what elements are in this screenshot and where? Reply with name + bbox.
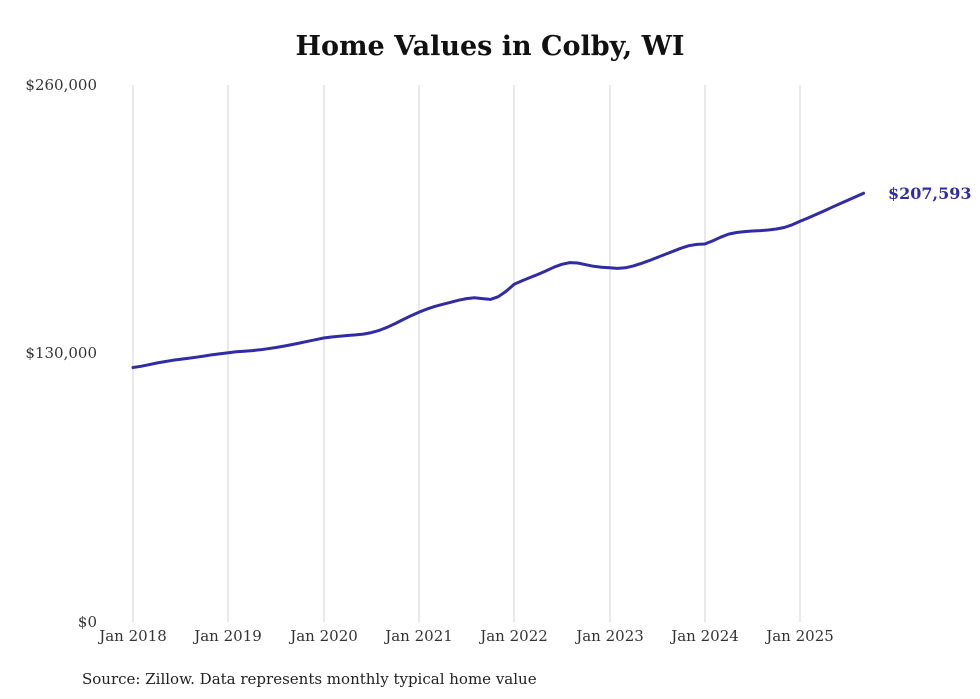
- x-tick-jan-2022: Jan 2022: [478, 627, 548, 645]
- y-tick-0: $0: [78, 613, 97, 631]
- x-tick-jan-2024: Jan 2024: [669, 627, 739, 645]
- x-tick-jan-2019: Jan 2019: [192, 627, 262, 645]
- x-tick-jan-2021: Jan 2021: [383, 627, 453, 645]
- latest-value-label: $207,593: [888, 184, 972, 203]
- source-note: Source: Zillow. Data represents monthly …: [82, 670, 537, 688]
- x-tick-jan-2018: Jan 2018: [97, 627, 167, 645]
- y-axis-labels: $260,000 $130,000 $0: [25, 76, 97, 631]
- y-tick-260000: $260,000: [25, 76, 97, 94]
- x-axis-labels: Jan 2018 Jan 2019 Jan 2020 Jan 2021 Jan …: [97, 627, 834, 645]
- x-tick-jan-2023: Jan 2023: [574, 627, 644, 645]
- chart-title: Home Values in Colby, WI: [295, 31, 684, 62]
- home-value-line: [131, 191, 866, 369]
- y-tick-130000: $130,000: [25, 344, 97, 362]
- gridlines: [132, 85, 801, 622]
- x-tick-jan-2020: Jan 2020: [288, 627, 358, 645]
- x-tick-jan-2025: Jan 2025: [764, 627, 834, 645]
